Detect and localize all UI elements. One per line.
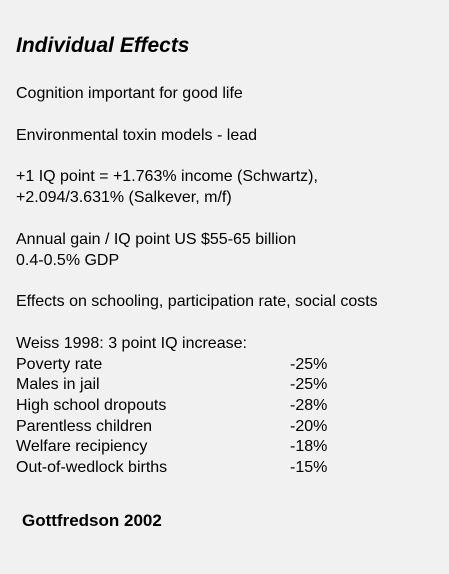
row-value: -25%: [290, 376, 328, 394]
row-label: Welfare recipiency: [16, 438, 148, 456]
row-label: Parentless children: [16, 417, 153, 435]
row-value: -20%: [290, 417, 328, 435]
paragraph-line: Annual gain / IQ point US $55-65 billion: [16, 230, 297, 248]
row-label: Males in jail: [16, 376, 100, 394]
source: Gottfredson 2002: [22, 511, 162, 530]
study-heading: Weiss 1998: 3 point IQ increase:: [16, 334, 247, 352]
paragraph-line: +2.094/3.631% (Salkever, m/f): [16, 189, 232, 207]
paragraph-line: 0.4-0.5% GDP: [16, 251, 120, 269]
slide-title: Individual Effects: [16, 34, 190, 57]
row-value: -28%: [290, 397, 328, 414]
row-value: -18%: [290, 438, 328, 456]
row-label: Poverty rate: [16, 355, 103, 373]
row-value: -15%: [290, 459, 328, 477]
paragraph-line: +1 IQ point = +1.763% income (Schwartz),: [16, 168, 318, 186]
paragraph-line: Effects on schooling, participation rate…: [16, 293, 378, 311]
row-label: High school dropouts: [16, 397, 167, 414]
row-value: -25%: [290, 355, 328, 373]
row-label: Out-of-wedlock births: [16, 459, 168, 477]
paragraph-line: Environmental toxin models - lead: [16, 126, 258, 144]
paragraph-line: Cognition important for good life: [16, 85, 243, 102]
